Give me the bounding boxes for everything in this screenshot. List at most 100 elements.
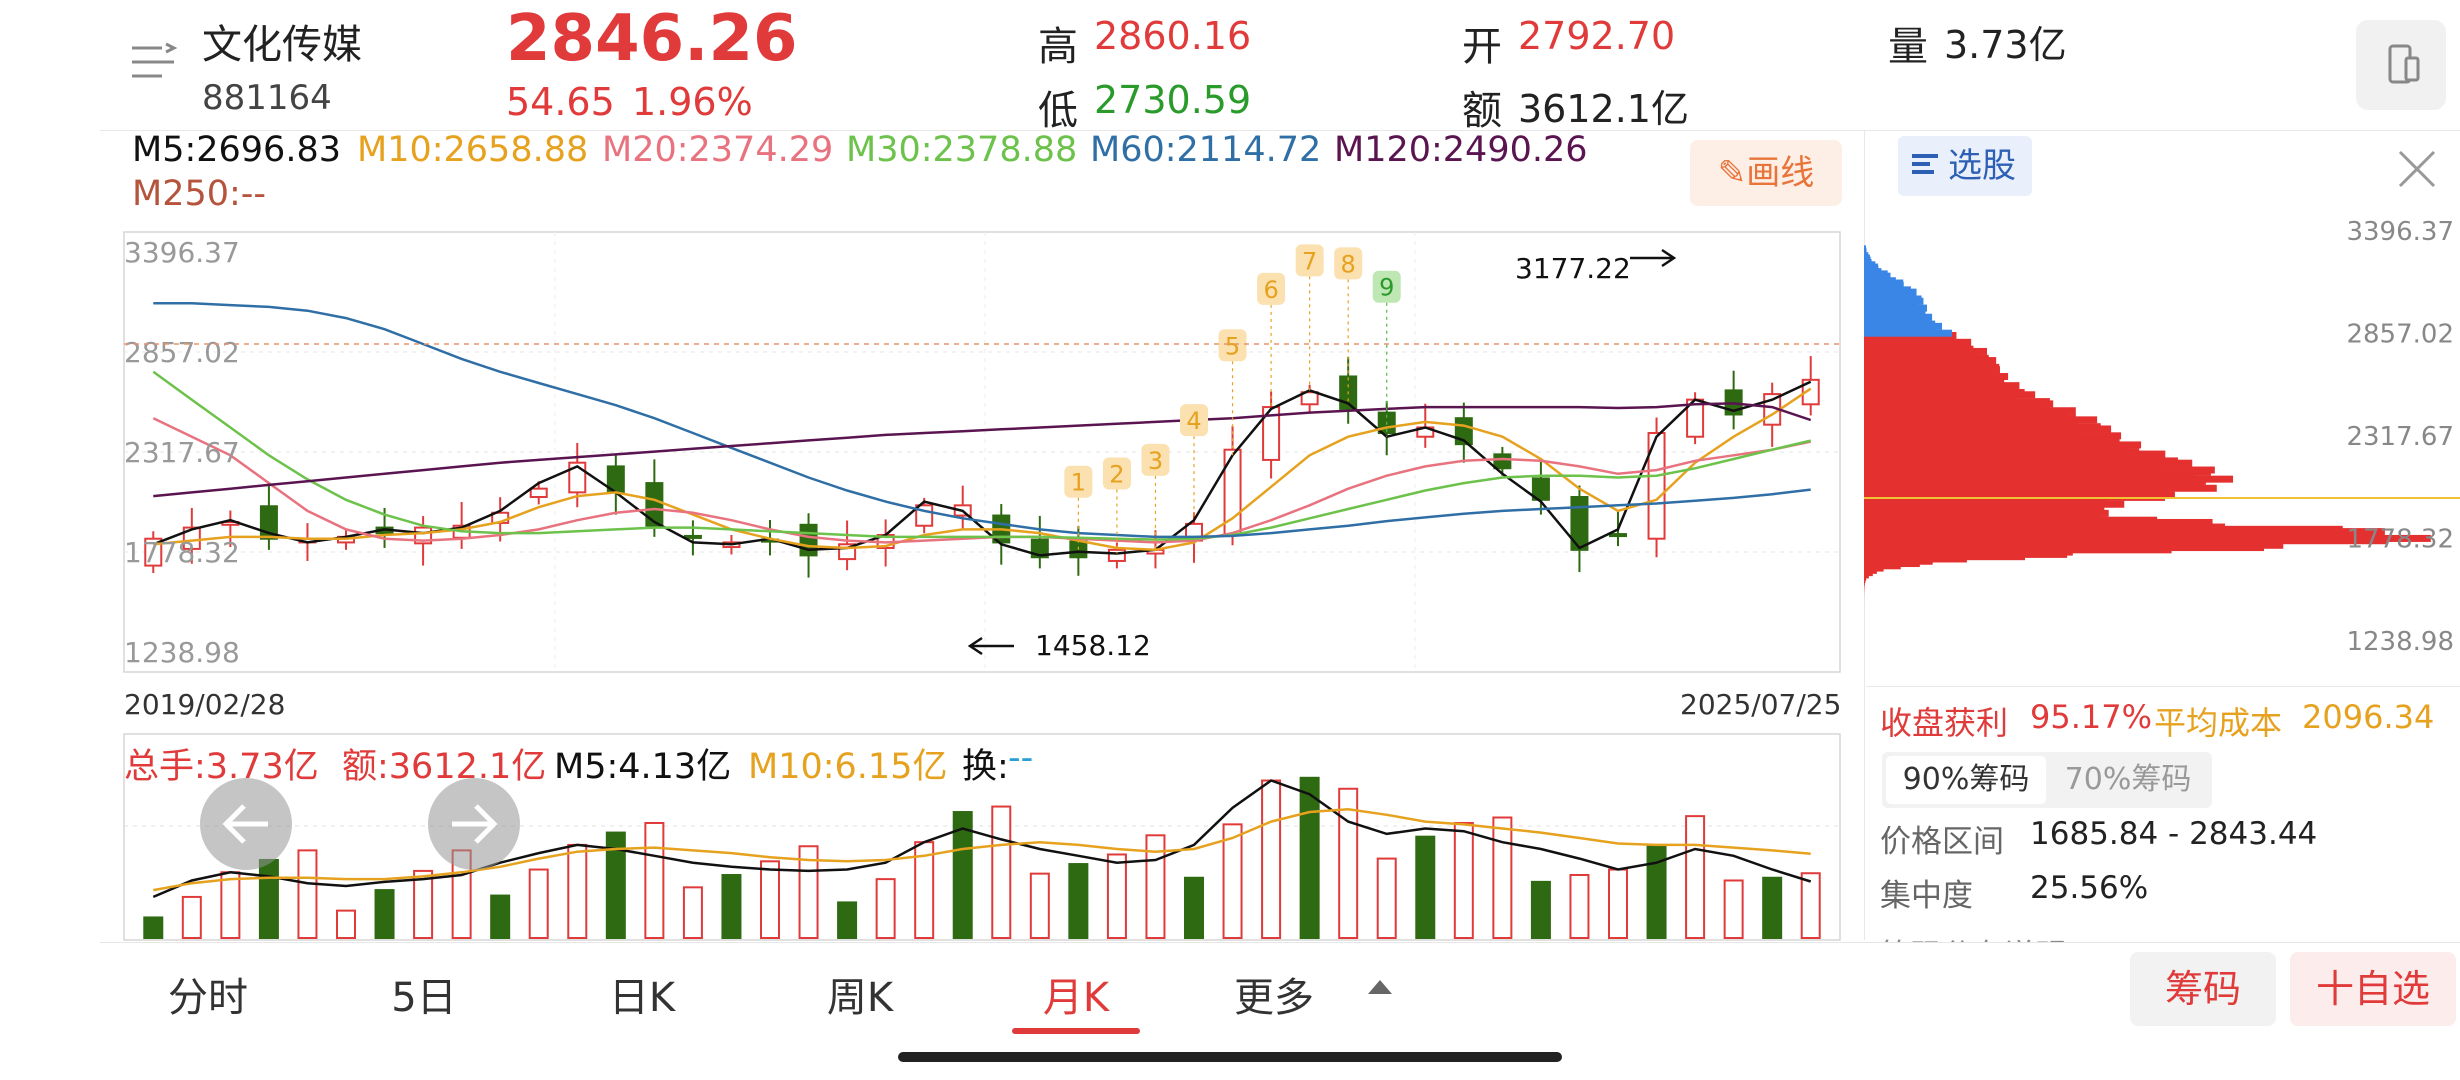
td-marker: 3 — [1141, 443, 1170, 550]
td-marker: 7 — [1295, 244, 1324, 391]
draw-line-button[interactable]: ✎画线 — [1690, 140, 1842, 206]
volume-bar — [1685, 815, 1706, 940]
volume-bar — [1646, 845, 1667, 939]
x-axis-end: 2025/07/25 — [1680, 688, 1842, 721]
chip-price-tick: 1778.32 — [2346, 525, 2454, 555]
turnover-value: -- — [1008, 738, 1034, 778]
td-marker: 1 — [1064, 465, 1093, 552]
arrow-left-icon — [222, 804, 268, 844]
volume-amount: 额:3612.1亿 — [342, 747, 547, 787]
chip-distribution-chart: 3396.37 2857.02 2317.67 1778.32 1238.98 — [1864, 220, 2460, 657]
ma5-legend: M5:2696.83 — [132, 130, 341, 170]
volume-bar — [297, 849, 318, 939]
price-tick-label: 1238.98 — [124, 636, 240, 669]
volume-bar — [1530, 880, 1551, 939]
draw-line-label: 画线 — [1746, 153, 1815, 193]
ma120-legend: M120:2490.26 — [1334, 130, 1588, 170]
td-marker: 4 — [1180, 404, 1208, 521]
select-stock-button[interactable]: 选股 — [1898, 136, 2032, 196]
candle-body — [645, 482, 664, 527]
candle-body — [1801, 378, 1820, 406]
volume-bar — [413, 869, 434, 940]
avg-cost-value: 2096.34 — [2302, 698, 2435, 736]
volume-bar — [258, 858, 279, 940]
volume-label: 量 — [1888, 24, 1928, 70]
add-watchlist-button[interactable]: 十自选 — [2290, 952, 2456, 1026]
tab-daily-k[interactable]: 日K — [608, 975, 676, 1021]
candle-body — [144, 537, 163, 567]
volume-bar — [490, 894, 511, 939]
caret-up-icon[interactable] — [1368, 980, 1392, 994]
price-tick-label: 1778.32 — [124, 536, 240, 569]
open-value: 2792.70 — [1518, 14, 1676, 58]
tab-90-chips[interactable]: 90%筹码 — [1886, 756, 2046, 804]
device-switch-button[interactable] — [2356, 20, 2446, 110]
price-range-value: 1685.84 - 2843.44 — [2030, 816, 2318, 852]
close-icon[interactable] — [2394, 146, 2440, 192]
profit-value: 95.17% — [2030, 698, 2153, 736]
open-label: 开 — [1462, 24, 1502, 70]
volume-bar — [1338, 787, 1359, 939]
stock-code: 881164 — [202, 78, 332, 118]
tab-weekly-k[interactable]: 周K — [826, 975, 894, 1021]
scroll-right-button[interactable] — [428, 778, 520, 870]
chip-note-clip: 筹码分布说明 — [1880, 920, 2440, 942]
high-value: 2860.16 — [1094, 14, 1252, 58]
volume-bar — [1261, 779, 1282, 939]
kline-ma-lines — [152, 301, 1812, 557]
volume-bar — [1762, 876, 1783, 939]
candle-body — [529, 487, 548, 498]
ma-line-m120 — [153, 402, 1812, 498]
tab-5day[interactable]: 5日 — [391, 975, 457, 1021]
candle-body — [1570, 495, 1589, 551]
amount-value: 3612.1亿 — [1518, 87, 1689, 131]
volume-bar — [721, 874, 742, 939]
volume-bar — [682, 886, 703, 939]
chips-button[interactable]: 筹码 — [2130, 952, 2276, 1026]
tab-monthly-k[interactable]: 月K — [1042, 975, 1110, 1021]
volume-bar — [1106, 853, 1127, 940]
volume-bar — [1608, 868, 1628, 939]
high-label: 高 — [1038, 24, 1078, 70]
volume-ma-m10 — [153, 808, 1811, 892]
low-value: 2730.59 — [1094, 78, 1252, 122]
svg-text:6: 6 — [1263, 276, 1278, 304]
kline-chart[interactable]: 1 2 34 567 89 3396.37 2857.02 2317.67 1778.32 12… — [0, 0, 1850, 700]
volume-chart[interactable] — [0, 0, 1850, 950]
current-price: 2846.26 — [506, 2, 798, 76]
ma30-legend: M30:2378.88 — [846, 130, 1078, 170]
chip-note-link[interactable]: 筹码分布说明 — [1880, 930, 2440, 942]
chip-price-tick: 2317.67 — [2346, 422, 2454, 452]
chip-panel-separator — [1866, 686, 2460, 687]
volume-bar — [1299, 776, 1320, 939]
tab-intraday[interactable]: 分时 — [168, 975, 248, 1021]
select-stock-label: 选股 — [1948, 146, 2016, 186]
svg-text:2: 2 — [1109, 461, 1124, 489]
profit-label: 收盘获利 — [1880, 704, 2009, 742]
volume-bar — [1415, 835, 1436, 940]
td-marker: 5 — [1218, 329, 1247, 456]
volume-bar — [1453, 821, 1474, 939]
scroll-left-button[interactable] — [200, 778, 292, 870]
menu-icon[interactable] — [128, 40, 178, 84]
volume-bar — [1800, 872, 1821, 940]
td-marker: 6 — [1257, 272, 1286, 409]
candle-body — [1493, 453, 1512, 470]
volume-bar — [837, 901, 858, 940]
candle-body — [1107, 548, 1126, 562]
tab-70-chips[interactable]: 70%筹码 — [2064, 762, 2192, 797]
volume-bar — [1068, 863, 1089, 939]
price-tick-label: 3396.37 — [124, 236, 240, 269]
ma-line-m30 — [152, 370, 1811, 541]
pencil-icon: ✎ — [1717, 153, 1747, 193]
arrow-right-icon — [452, 804, 498, 844]
volume-bar — [644, 821, 665, 939]
candle-body — [1300, 391, 1319, 406]
price-range-label: 价格区间 — [1880, 824, 2004, 860]
td-markers: 1 2 34 567 89 — [1064, 244, 1401, 554]
tab-more[interactable]: 更多 — [1234, 975, 1314, 1021]
phone-icon — [2388, 44, 2420, 84]
volume-bar — [1723, 879, 1744, 939]
amount-label: 额 — [1462, 88, 1502, 134]
volume-bar — [181, 895, 202, 940]
